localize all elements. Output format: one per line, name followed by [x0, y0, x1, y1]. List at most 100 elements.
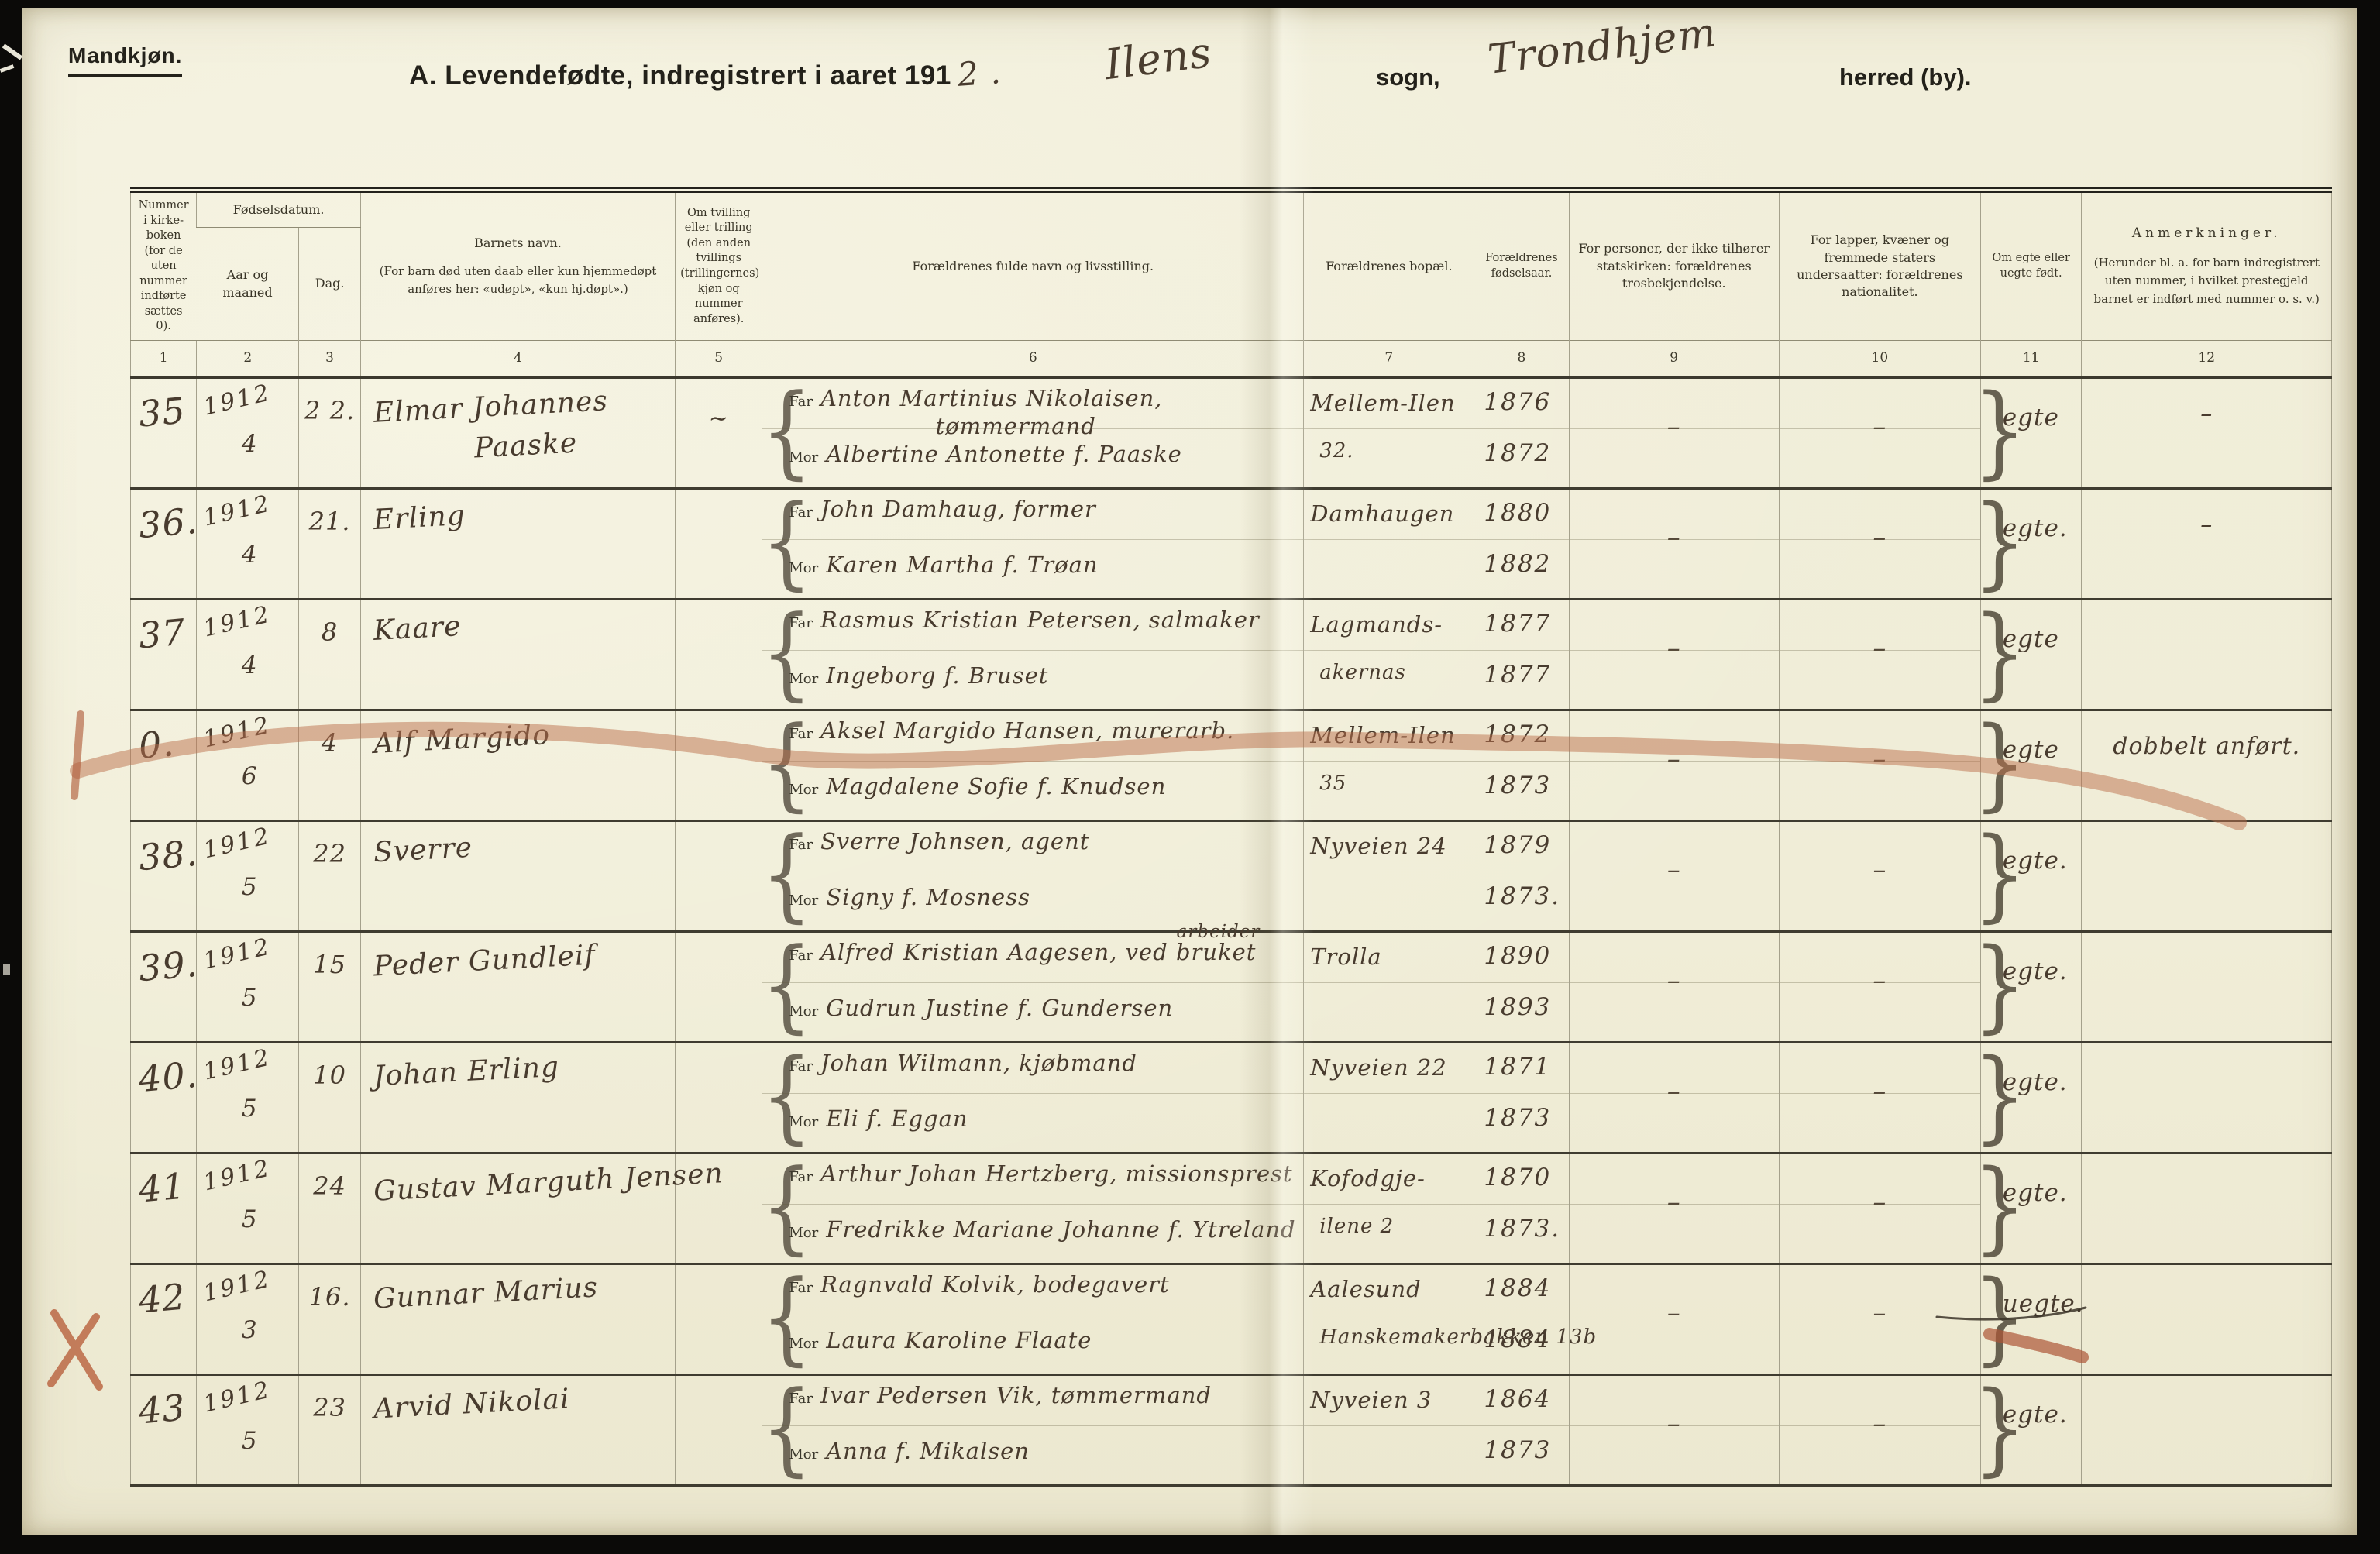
header-year-month: Aar og maaned: [222, 267, 273, 300]
cell-parents: { Far Anton Martinius Nikolaisen, tømmerm…: [761, 377, 1304, 490]
birth-month-handwritten: 5: [241, 984, 258, 1012]
cell-residence: Lagmands- akernas: [1303, 599, 1475, 711]
birth-day-handwritten: 10: [313, 1061, 346, 1090]
parents-brace: {: [761, 925, 813, 1044]
cell-parents-birth-years: 1879 1873.: [1474, 820, 1570, 933]
cell-child-name: Gunnar Marius: [359, 1263, 676, 1376]
residence-handwritten: Damhaugen: [1310, 500, 1455, 527]
residence-line2-handwritten: 35: [1319, 772, 1347, 795]
register-row: 37 1912 4 8 Kaare { Far Rasmus Kristian P…: [130, 593, 2332, 712]
cell-birth-day: 24: [298, 1153, 361, 1265]
birth-month-handwritten: 4: [241, 652, 258, 679]
mother-birth-year-handwritten: 1877: [1484, 661, 1552, 689]
birth-register-table: Nummer i kirke­boken (for de uten nummer…: [130, 187, 2332, 1487]
entry-number-handwritten: 42: [136, 1275, 187, 1322]
child-name-line2-handwritten: Paaske: [473, 427, 578, 465]
mother-line: Mor Laura Karoline Flaate: [789, 1327, 1302, 1353]
cell-nationality: –: [1778, 1263, 1981, 1376]
religion-dash-handwritten: –: [1666, 1298, 1681, 1329]
parish-name-handwritten: Ilens: [1102, 27, 1215, 90]
header-remarks-sub: (Herunder bl. a. for barn indregistrert …: [2093, 256, 2320, 306]
mother-birth-year-handwritten: 1873: [1484, 1436, 1552, 1464]
cell-parents-birth-years: 1864 1873: [1474, 1374, 1570, 1487]
father-birth-year-handwritten: 1877: [1484, 610, 1552, 638]
birth-day-handwritten: 15: [313, 950, 346, 979]
parents-brace: {: [761, 593, 813, 712]
father-label: Far: [789, 615, 813, 631]
religion-dash-handwritten: –: [1666, 411, 1681, 442]
header-religion: For personer, der ikke tilhører statskir…: [1568, 190, 1780, 341]
residence-handwritten: Lagmands-: [1310, 611, 1443, 638]
birth-month-handwritten: 3: [241, 1316, 258, 1344]
mother-birth-year-handwritten: 1882: [1484, 550, 1552, 578]
birth-month-handwritten: 5: [241, 873, 258, 901]
mother-birth-year-handwritten: 1873: [1484, 772, 1552, 799]
cell-child-name: Johan Erling: [359, 1042, 676, 1154]
col-num-7: 7: [1303, 340, 1474, 379]
birth-year-handwritten: 1912: [201, 1376, 274, 1418]
religion-dash-handwritten: –: [1666, 854, 1681, 885]
mother-label: Mor: [789, 1003, 819, 1019]
cell-legitimacy: } egte.: [1973, 931, 2082, 1043]
cell-residence: Nyveien 22: [1303, 1042, 1475, 1154]
residence-line2-handwritten: 32.: [1319, 439, 1354, 462]
section-label: Mandkjøn.: [68, 43, 183, 77]
cell-twin: [675, 1374, 762, 1487]
birth-day-handwritten: 24: [313, 1171, 346, 1201]
cell-remarks: –: [2081, 377, 2332, 490]
cell-religion: –: [1568, 931, 1780, 1043]
cell-birth-day: 16.: [298, 1263, 361, 1376]
legitimacy-brace: }: [1972, 706, 2027, 823]
entry-number-handwritten: 43: [136, 1386, 187, 1432]
col-num-6: 6: [762, 340, 1304, 379]
header-nationality: For lapper, kvæner og fremmede staters u…: [1778, 190, 1981, 341]
cell-twin: [675, 820, 762, 933]
birth-year-handwritten: 1912: [201, 822, 274, 865]
birth-month-handwritten: 5: [241, 1205, 258, 1233]
legitimacy-brace: }: [1972, 595, 2027, 712]
mother-label: Mor: [789, 560, 819, 576]
column-number-row: 1 2 3 4 5 6 7 8 9 10 11 12: [130, 340, 2332, 379]
mother-label: Mor: [789, 671, 819, 687]
child-name-handwritten: Peder Gundleif: [372, 939, 597, 983]
header-residence: Forældrenes bopæl.: [1303, 190, 1474, 341]
mother-name-handwritten: Gudrun Justine f. Gundersen: [826, 995, 1174, 1021]
birth-year-handwritten: 1912: [201, 600, 274, 643]
header-parents-name: Forældrenes fulde navn og livsstilling.: [762, 190, 1304, 341]
cell-entry-number: 41: [130, 1153, 197, 1265]
birth-day-handwritten: 2 2.: [304, 396, 356, 425]
cell-birth-day: 4: [298, 710, 361, 822]
entry-number-handwritten: 41: [136, 1164, 187, 1211]
cell-parents-birth-years: 1884 1884: [1474, 1263, 1570, 1376]
register-row: 41 1912 5 24 Gustav Marguth Jensen { Far…: [130, 1153, 2332, 1265]
cell-birth-year-month: 1912 4: [196, 599, 299, 711]
cell-residence: Nyveien 24: [1303, 820, 1475, 933]
cell-religion: –: [1568, 488, 1780, 600]
cell-birth-year-month: 1912 5: [196, 1042, 299, 1154]
father-label: Far: [789, 1058, 813, 1074]
cell-parents: { Far John Damhaug, former Mor Karen Marth…: [761, 488, 1304, 600]
birth-month-handwritten: 4: [241, 430, 258, 458]
father-birth-year-handwritten: 1871: [1484, 1053, 1552, 1081]
birth-day-handwritten: 4: [321, 728, 339, 758]
cell-nationality: –: [1778, 710, 1981, 822]
cell-birth-year-month: 1912 6: [196, 710, 299, 822]
birth-year-handwritten: 1912: [201, 379, 274, 421]
cell-child-name: Kaare: [359, 599, 676, 711]
religion-dash-handwritten: –: [1666, 744, 1681, 775]
nationality-dash-handwritten: –: [1873, 854, 1887, 885]
nationality-dash-handwritten: –: [1873, 411, 1887, 442]
mother-birth-year-handwritten: 1884: [1484, 1325, 1552, 1353]
cell-parents-birth-years: 1876 1872: [1474, 377, 1570, 490]
father-birth-year-handwritten: 1864: [1484, 1385, 1552, 1413]
entry-number-handwritten: 40.: [136, 1053, 200, 1101]
cell-nationality: –: [1778, 1153, 1981, 1265]
cell-religion: –: [1568, 599, 1780, 711]
nationality-dash-handwritten: –: [1873, 1076, 1887, 1107]
mother-line: Mor Signy f. Mosness: [789, 884, 1302, 910]
legitimacy-brace: }: [1972, 1260, 2027, 1377]
register-row: 38. 1912 5 22 Sverre { Far Sverre Johnsen…: [130, 820, 2332, 933]
father-name-handwritten: Aksel Margido Hansen, murerarb.: [820, 717, 1235, 744]
cell-birth-day: 23: [298, 1374, 361, 1487]
residence-line2-handwritten: akernas: [1319, 661, 1406, 684]
